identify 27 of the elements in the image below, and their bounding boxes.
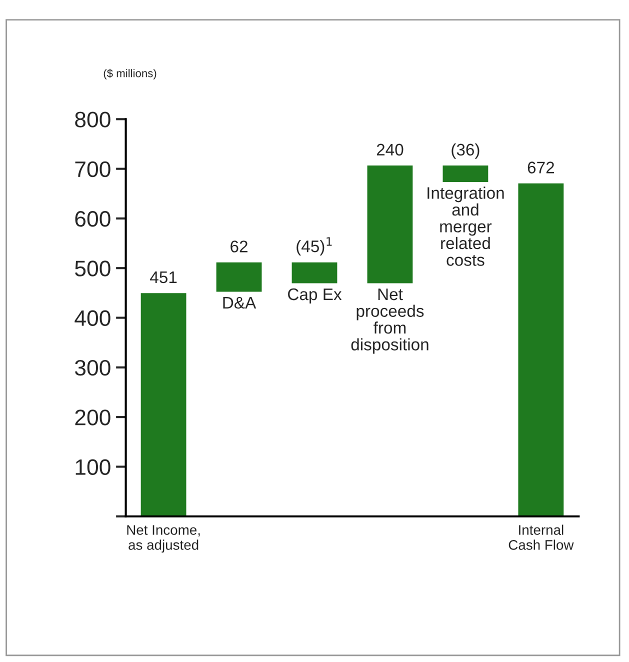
bar (214, 260, 264, 294)
y-tick-label: 600 (75, 210, 110, 227)
bar (441, 164, 490, 184)
x-tick-label: Net proceeds from disposition (351, 288, 428, 354)
y-tick-label: 200 (75, 410, 110, 426)
x-tick-label: Net Income, as adjusted (127, 525, 200, 553)
data-label: 451 (150, 272, 177, 284)
x-tick-label: Internal Cash Flow (508, 524, 574, 550)
data-label: 62 (230, 240, 248, 252)
data-label: 672 (528, 162, 554, 174)
y-axis-title: ($ millions) (104, 68, 156, 80)
data-label: (45)$^{1}$ (296, 237, 332, 256)
bar (516, 182, 566, 516)
x-tick-label: D&A (223, 296, 256, 309)
bar (366, 164, 414, 285)
y-tick-label: 800 (75, 112, 110, 128)
y-tick-label: 400 (74, 310, 110, 326)
data-label: 240 (376, 144, 404, 156)
y-tick-label: 500 (75, 260, 110, 276)
bar (139, 292, 188, 516)
y-tick-label: 100 (76, 459, 110, 475)
x-tick-label: Integration and merger related costs (428, 186, 504, 266)
y-tick-label: 700 (75, 161, 110, 178)
bar (290, 260, 339, 285)
y-tick-label: 300 (74, 360, 110, 376)
data-label: (36) (452, 143, 480, 159)
x-tick-label: Cap Ex (288, 288, 342, 304)
